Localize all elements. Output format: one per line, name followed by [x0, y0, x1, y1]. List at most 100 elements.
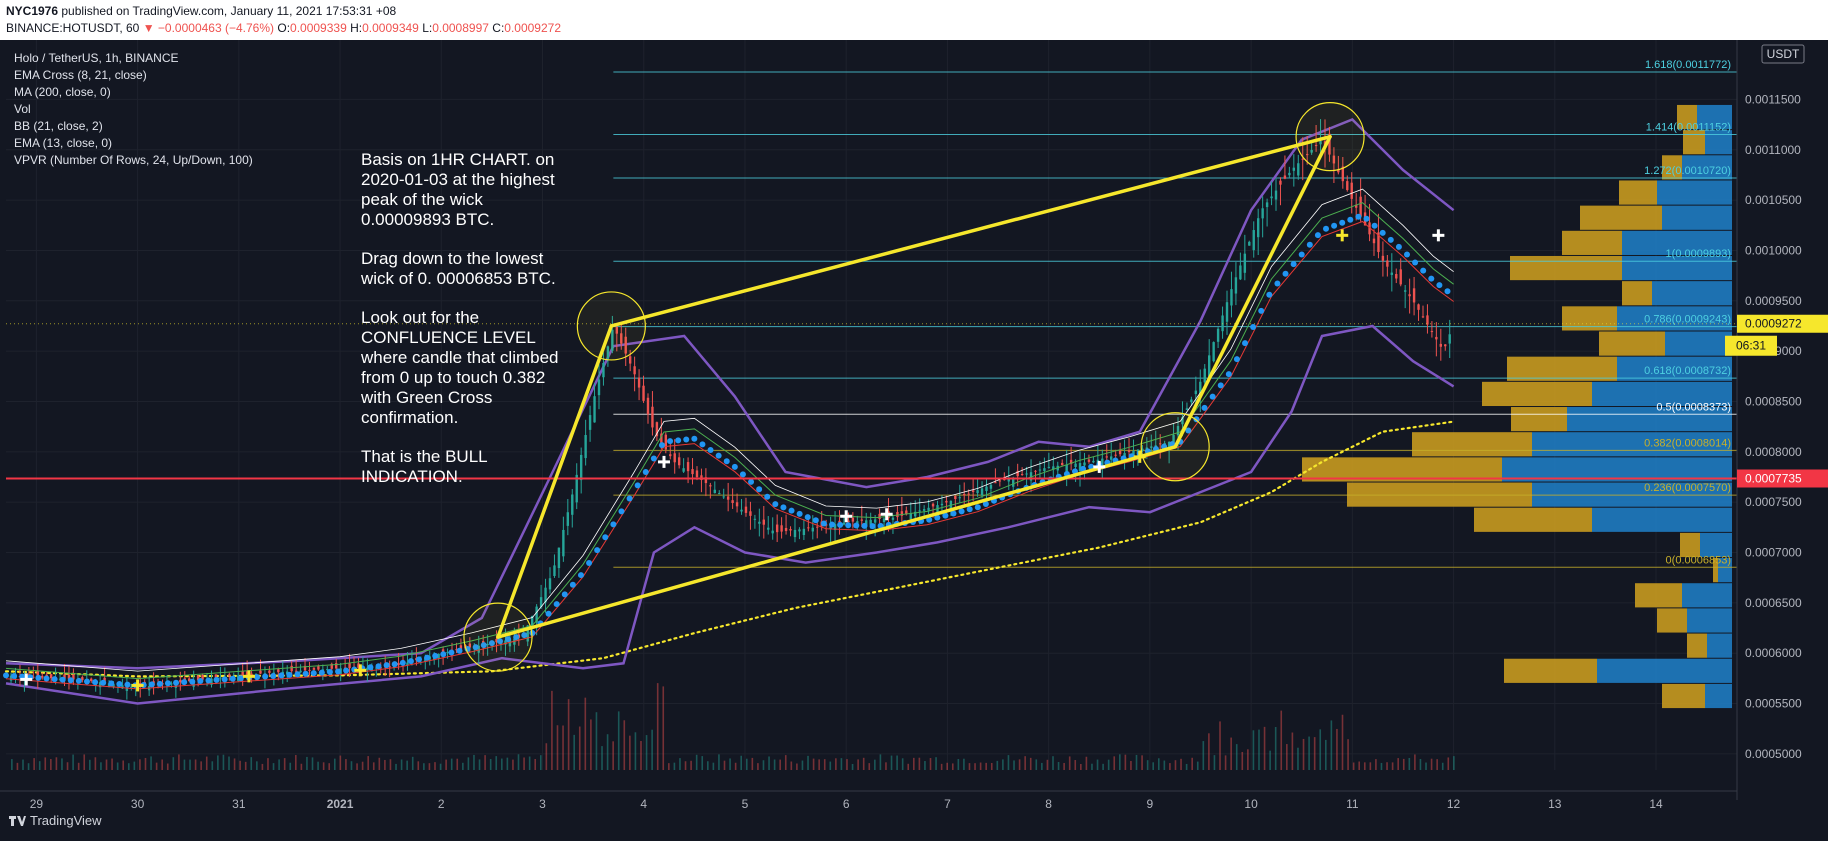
candle-body — [544, 587, 547, 603]
legend-symbol[interactable]: Holo / TetherUS, 1h, BINANCE — [14, 51, 179, 65]
volume-bar — [924, 761, 926, 770]
volume-bar — [300, 763, 303, 770]
volume-bar — [1113, 756, 1116, 770]
candle-body — [922, 509, 926, 511]
volume-bar — [1369, 762, 1372, 770]
legend-vpvr[interactable]: VPVR (Number Of Rows, 24, Up/Down, 100) — [14, 153, 253, 167]
ema13-dot — [181, 679, 188, 686]
volume-bar — [840, 758, 843, 770]
volume-bar — [395, 763, 397, 770]
candle-body — [1172, 434, 1175, 448]
volume-bar — [573, 734, 575, 770]
chart-area[interactable]: 1.618(0.0011772) 1.414(0.0011152) 1.272(0.… — [0, 40, 1828, 841]
volume-bar — [545, 743, 548, 770]
price-tick-label: 0.0010000 — [1745, 243, 1802, 257]
volume-bar — [1224, 755, 1227, 770]
volume-bar — [250, 757, 253, 770]
candle-body — [72, 674, 75, 680]
volume-bar — [1035, 759, 1038, 770]
candle-body — [277, 669, 280, 673]
volume-bar — [1436, 759, 1438, 770]
candle-body — [1087, 459, 1091, 462]
volume-bar — [768, 756, 770, 770]
volume-bar — [523, 757, 525, 770]
ema13-dot — [667, 438, 674, 445]
volume-profile-up-bar — [1705, 683, 1732, 709]
candle-body — [170, 683, 173, 685]
volume-bar — [1447, 757, 1450, 770]
candle-body — [508, 639, 512, 647]
candle-body — [597, 379, 601, 396]
price-tick-label: 0.0010500 — [1745, 193, 1802, 207]
fib-level-label: 1.618(0.0011772) — [1645, 59, 1731, 71]
volume-bar — [55, 757, 58, 770]
footer-brand: TradingView — [30, 813, 102, 828]
ema13-dot — [164, 680, 171, 687]
candle-body — [878, 513, 881, 519]
candle-body — [927, 507, 930, 511]
volume-bar — [222, 754, 225, 770]
candle-body — [1043, 468, 1046, 472]
volume-bar — [111, 758, 113, 770]
candle-body — [1101, 458, 1104, 468]
volume-bar — [100, 762, 102, 770]
candle-body — [860, 519, 863, 521]
ema13-dot — [756, 486, 763, 493]
candle-body — [1025, 473, 1028, 475]
volume-bar — [450, 758, 453, 770]
candle-body — [1350, 182, 1353, 199]
ema13-dot — [731, 463, 738, 470]
volume-bar — [205, 756, 208, 770]
price-chart[interactable]: 1.618(0.0011772) 1.414(0.0011152) 1.272(0.… — [0, 40, 1828, 841]
volume-bar — [367, 756, 369, 770]
close-value: 0.0009272 — [504, 21, 562, 35]
candle-body — [1078, 463, 1082, 472]
ema13-dot — [1233, 356, 1240, 363]
volume-bar — [356, 763, 358, 770]
time-tick-label: 13 — [1548, 797, 1562, 811]
legend-volume[interactable]: Vol — [14, 102, 31, 116]
candle-body — [1083, 462, 1086, 466]
volume-bar — [1119, 754, 1121, 770]
ema13-dot — [1371, 222, 1378, 229]
ema13-dot — [958, 508, 965, 515]
volume-bar — [1430, 758, 1433, 770]
volume-bar — [105, 759, 108, 770]
price-tick-label: 0.0006500 — [1745, 596, 1802, 610]
candle-body — [713, 489, 716, 494]
volume-bar — [166, 763, 169, 770]
legend-bollinger[interactable]: BB (21, close, 2) — [14, 119, 103, 133]
volume-bar — [1391, 762, 1394, 770]
volume-bar — [1163, 760, 1166, 770]
volume-bar — [734, 762, 737, 770]
close-label: C: — [492, 21, 505, 35]
ema13-dot — [1436, 282, 1443, 289]
ema13-dot — [35, 674, 42, 681]
candle-body — [784, 527, 788, 532]
candle-body — [1346, 181, 1349, 191]
volume-bar — [183, 759, 186, 770]
author-name[interactable]: NYC1976 — [6, 4, 59, 18]
candle-body — [557, 547, 561, 569]
volume-bar — [1319, 729, 1322, 770]
legend-ema13[interactable]: EMA (13, close, 0) — [14, 136, 113, 150]
candle-body — [695, 470, 699, 478]
volume-bar — [1007, 755, 1010, 770]
legend-ma200[interactable]: MA (200, close, 0) — [14, 85, 111, 99]
volume-profile-down-bar — [1504, 658, 1597, 683]
candle-body — [606, 346, 610, 359]
tradingview-footer[interactable]: TradingView — [8, 813, 102, 828]
volume-bar — [918, 757, 921, 770]
candle-body — [539, 597, 543, 608]
volume-bar — [1002, 759, 1004, 770]
volume-bar — [1102, 763, 1104, 770]
candle-body — [905, 510, 908, 515]
ma200-line — [4, 420, 1455, 678]
trendline — [1173, 134, 1332, 449]
candle-body — [455, 649, 458, 651]
candle-body — [682, 468, 685, 472]
candle-body — [873, 519, 877, 523]
ema13-dot — [1274, 280, 1281, 287]
legend-ema-cross[interactable]: EMA Cross (8, 21, close) — [14, 68, 147, 82]
volume-bar — [584, 697, 587, 770]
